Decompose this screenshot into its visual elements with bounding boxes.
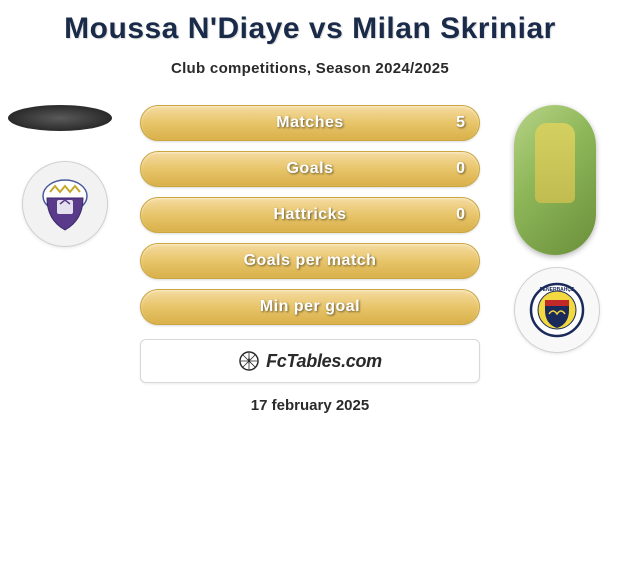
stat-bar-hattricks: Hattricks 0 xyxy=(140,197,480,233)
player-left-silhouette xyxy=(8,105,112,131)
anderlecht-crest-icon xyxy=(35,174,95,234)
fenerbahce-crest-icon: FENERBAHÇE xyxy=(527,280,587,340)
player-right-column: FENERBAHÇE xyxy=(514,105,600,353)
club-badge-right: FENERBAHÇE xyxy=(514,267,600,353)
stat-value-right: 0 xyxy=(456,160,465,178)
stat-value-right: 5 xyxy=(456,114,465,132)
stat-bar-goals: Goals 0 xyxy=(140,151,480,187)
player-left-column xyxy=(8,105,112,247)
stat-label: Goals xyxy=(287,160,334,178)
stat-label: Hattricks xyxy=(274,206,347,224)
comparison-area: FENERBAHÇE Matches 5 Goals 0 Hattricks 0… xyxy=(0,105,620,414)
stat-label: Matches xyxy=(276,114,344,132)
stat-bar-matches: Matches 5 xyxy=(140,105,480,141)
svg-text:FENERBAHÇE: FENERBAHÇE xyxy=(540,287,575,293)
page-subtitle: Club competitions, Season 2024/2025 xyxy=(0,60,620,77)
stat-bars: Matches 5 Goals 0 Hattricks 0 Goals per … xyxy=(140,105,480,325)
stat-bar-min-per-goal: Min per goal xyxy=(140,289,480,325)
date-text: 17 february 2025 xyxy=(0,397,620,414)
player-right-photo xyxy=(514,105,596,255)
stat-bar-goals-per-match: Goals per match xyxy=(140,243,480,279)
page-title: Moussa N'Diaye vs Milan Skriniar xyxy=(0,0,620,46)
player-right-jersey xyxy=(535,123,575,203)
stat-label: Min per goal xyxy=(260,298,360,316)
brand-name: FcTables.com xyxy=(266,351,382,372)
brand-logo-icon xyxy=(238,350,260,372)
stat-value-right: 0 xyxy=(456,206,465,224)
stat-label: Goals per match xyxy=(244,252,377,270)
brand-bar: FcTables.com xyxy=(140,339,480,383)
club-badge-left xyxy=(22,161,108,247)
